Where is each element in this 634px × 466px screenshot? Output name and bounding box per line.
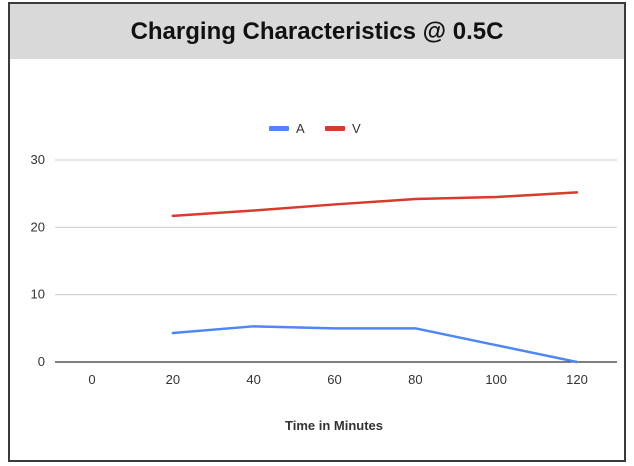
y-tick-label-10: 10	[31, 287, 45, 302]
chart-frame: Charging Characteristics @ 0.5C	[8, 2, 626, 462]
x-tick-label-40: 40	[246, 372, 260, 387]
x-tick-label-100: 100	[485, 372, 507, 387]
x-tick-labels: 0 20 40 60 80 100 120	[88, 372, 587, 387]
series-line-V	[171, 191, 579, 218]
chart-title-bar: Charging Characteristics @ 0.5C	[10, 4, 624, 59]
y-tick-label-20: 20	[31, 219, 45, 234]
x-axis-label: Time in Minutes	[285, 418, 383, 433]
legend-swatch-V	[325, 126, 345, 131]
grid-lines	[55, 159, 617, 363]
x-tick-label-20: 20	[166, 372, 180, 387]
series-line-A	[171, 325, 579, 364]
x-tick-label-60: 60	[327, 372, 341, 387]
y-tick-labels: 0 10 20 30	[31, 152, 45, 369]
legend-label-V: V	[352, 121, 361, 136]
x-tick-label-120: 120	[566, 372, 588, 387]
y-tick-label-0: 0	[38, 354, 45, 369]
legend-label-A: A	[296, 121, 305, 136]
legend-swatch-A	[269, 126, 289, 131]
x-tick-label-0: 0	[88, 372, 95, 387]
y-tick-label-30: 30	[31, 152, 45, 167]
series-lines	[171, 191, 579, 364]
x-tick-label-80: 80	[408, 372, 422, 387]
chart-title: Charging Characteristics @ 0.5C	[130, 17, 504, 45]
